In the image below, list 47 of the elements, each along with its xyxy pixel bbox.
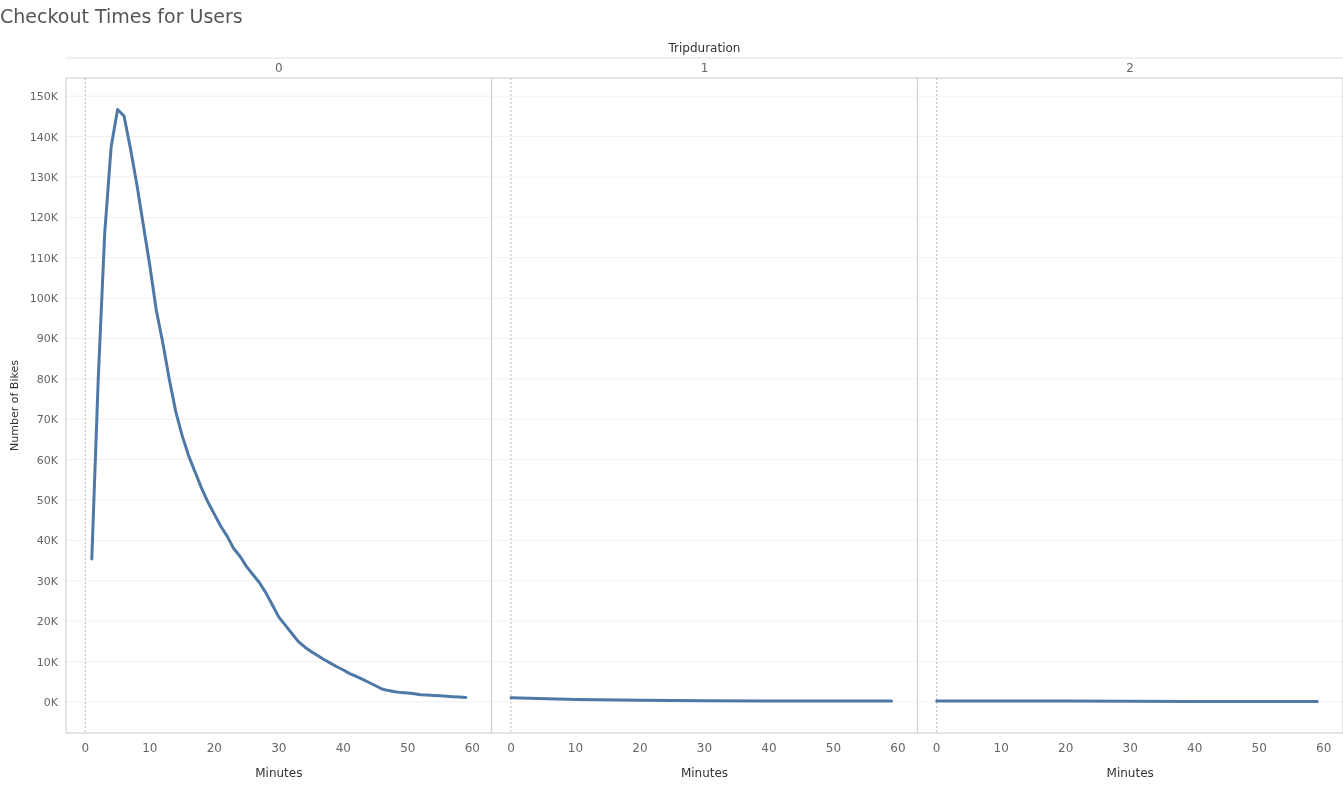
x-tick-label: 60 xyxy=(464,741,480,755)
y-tick-label: 50K xyxy=(36,493,59,507)
x-tick-label: 20 xyxy=(206,741,222,755)
x-tick-label: 40 xyxy=(761,741,777,755)
x-axis-title: Minutes xyxy=(1106,766,1154,780)
x-tick-label: 50 xyxy=(400,741,416,755)
y-tick-label: 0K xyxy=(43,695,59,709)
chart-title: Checkout Times for Users xyxy=(0,5,243,27)
chart-subtitle: 1 xyxy=(700,61,709,75)
x-tick-label: 50 xyxy=(1251,741,1267,755)
x-tick-label: 40 xyxy=(335,741,351,755)
x-tick-label: 30 xyxy=(696,741,713,755)
x-tick-label: 50 xyxy=(825,741,842,755)
x-tick-label: 40 xyxy=(1187,741,1203,755)
y-axis-title: Number of Bikes xyxy=(8,359,21,451)
x-tick-label: 30 xyxy=(271,741,287,755)
y-tick-label: 90K xyxy=(36,332,59,346)
y-tick-label: 130K xyxy=(29,170,59,184)
y-tick-label: 110K xyxy=(29,251,59,265)
x-tick-label: 10 xyxy=(142,741,158,755)
x-axis-title: Minutes xyxy=(255,766,303,780)
x-tick-label: 60 xyxy=(890,741,906,755)
x-tick-label: 0 xyxy=(932,741,941,755)
y-tick-label: 150K xyxy=(29,90,59,104)
y-tick-label: 140K xyxy=(29,130,59,144)
x-tick-label: 10 xyxy=(567,741,584,755)
y-tick-label: 80K xyxy=(36,372,59,386)
x-tick-label: 30 xyxy=(1122,741,1138,755)
chart-subtitle: 0 xyxy=(275,61,283,75)
x-tick-label: 0 xyxy=(507,741,515,755)
y-tick-label: 40K xyxy=(36,534,59,548)
x-tick-label: 20 xyxy=(632,741,648,755)
x-tick-label: 10 xyxy=(993,741,1009,755)
y-tick-label: 10K xyxy=(36,655,59,669)
text: Tripduration xyxy=(667,41,741,55)
line-series xyxy=(90,108,468,699)
x-tick-label: 60 xyxy=(1316,741,1332,755)
y-tick-label: 70K xyxy=(36,413,59,427)
x-tick-label: 20 xyxy=(1058,741,1074,755)
y-tick-label: 20K xyxy=(36,615,59,629)
y-tick-label: 100K xyxy=(29,292,59,306)
y-tick-label: 60K xyxy=(36,453,59,467)
x-tick-label: 0 xyxy=(81,741,90,755)
y-tick-label: 120K xyxy=(29,211,59,225)
y-tick-label: 30K xyxy=(36,574,59,588)
x-axis-title: Minutes xyxy=(680,766,729,780)
chart-subtitle: 2 xyxy=(1126,61,1134,75)
